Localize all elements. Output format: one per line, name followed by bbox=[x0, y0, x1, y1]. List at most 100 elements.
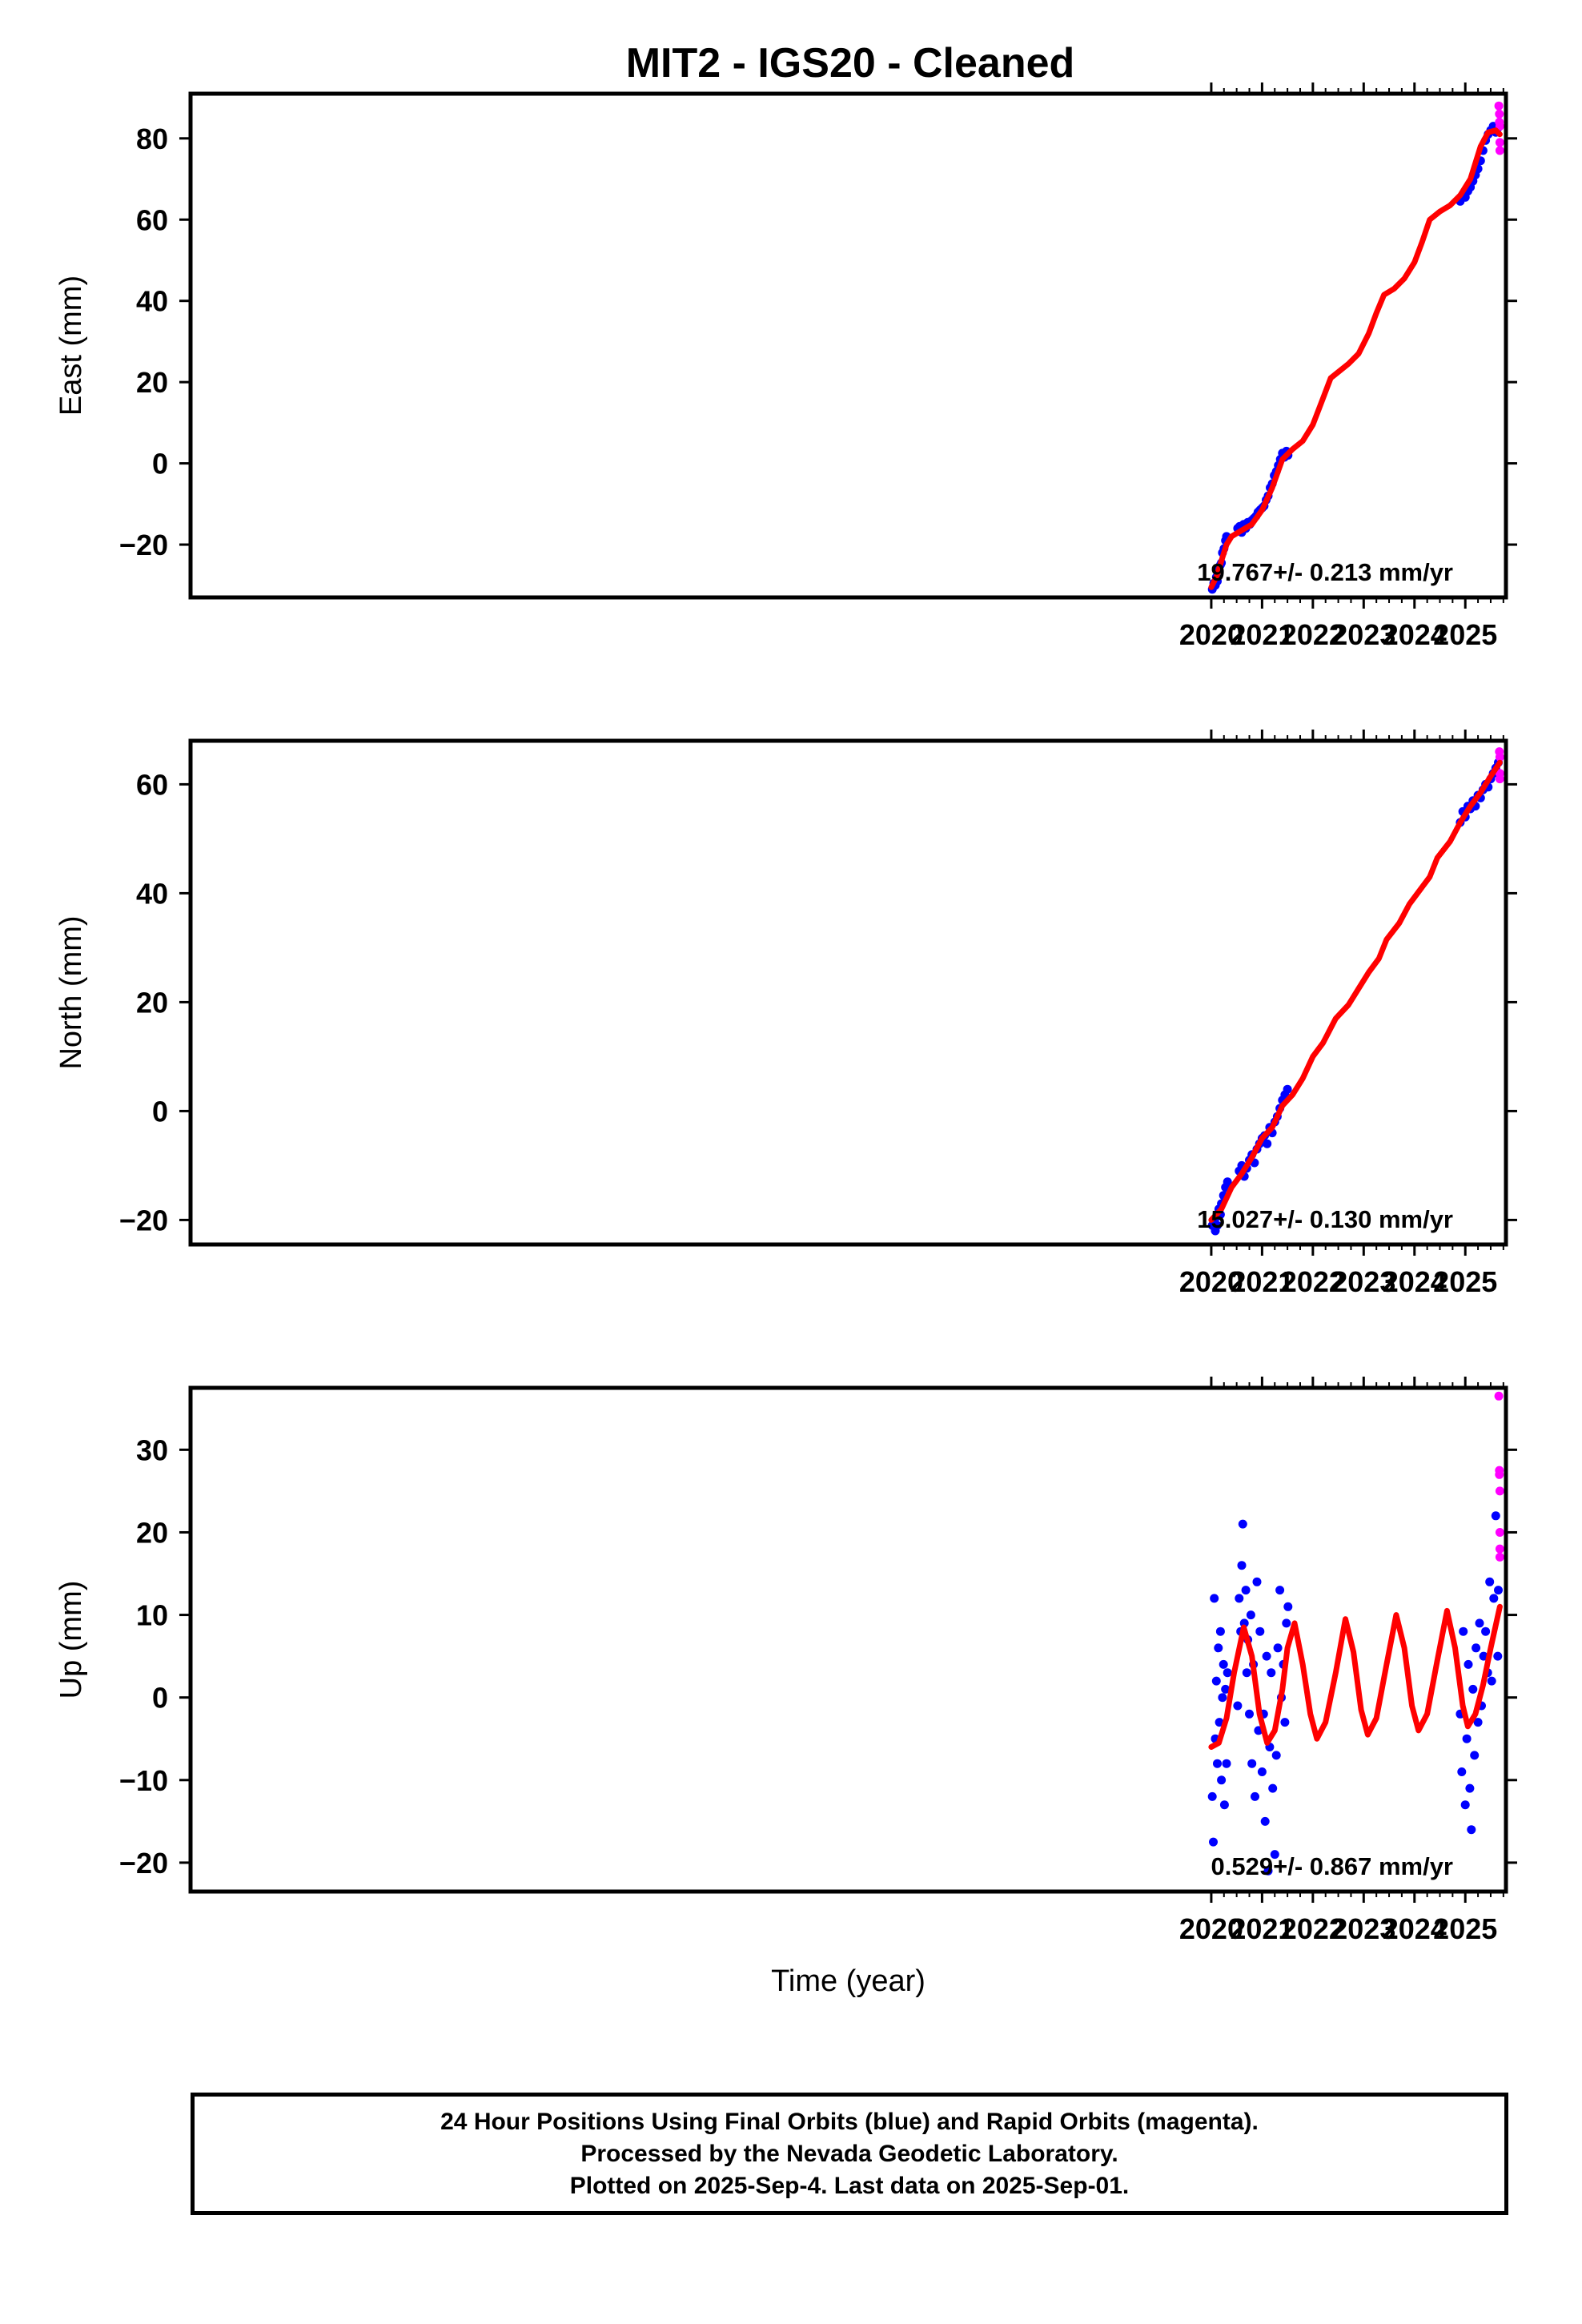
final-point bbox=[1211, 1676, 1221, 1686]
final-point bbox=[1245, 1709, 1254, 1719]
final-point bbox=[1470, 1751, 1480, 1760]
y-tick-label: −20 bbox=[119, 529, 168, 561]
final-point bbox=[1271, 1751, 1281, 1760]
final-point bbox=[1233, 1701, 1243, 1711]
rapid-point bbox=[1495, 752, 1504, 762]
final-point bbox=[1472, 1643, 1481, 1653]
final-point bbox=[1263, 1866, 1273, 1876]
final-point bbox=[1207, 1791, 1217, 1801]
x-tick-label: 2025 bbox=[1433, 618, 1497, 651]
y-tick-label: −20 bbox=[119, 1847, 168, 1880]
final-point bbox=[1467, 1825, 1476, 1835]
final-point bbox=[1283, 1084, 1292, 1094]
y-tick-label: 20 bbox=[136, 1516, 168, 1549]
rapid-point bbox=[1495, 1552, 1504, 1562]
x-tick-label: 2022 bbox=[1281, 1265, 1345, 1298]
final-point bbox=[1223, 1177, 1232, 1187]
final-point bbox=[1263, 1139, 1272, 1148]
y-axis-label: East (mm) bbox=[54, 275, 88, 416]
final-point bbox=[1241, 1586, 1251, 1595]
final-point bbox=[1235, 1594, 1244, 1603]
x-tick-label: 2020 bbox=[1179, 1265, 1243, 1298]
model-fit-line bbox=[1208, 1603, 1503, 1750]
final-point bbox=[1487, 1676, 1496, 1686]
x-tick-label: 2024 bbox=[1383, 1265, 1447, 1298]
x-tick-label: 2021 bbox=[1230, 618, 1294, 651]
x-tick-label: 2021 bbox=[1230, 1912, 1294, 1945]
rapid-point bbox=[1494, 1391, 1504, 1401]
final-point bbox=[1493, 1651, 1503, 1661]
final-point bbox=[1222, 1759, 1231, 1768]
x-tick-label: 2021 bbox=[1230, 1265, 1294, 1298]
x-tick-label: 2020 bbox=[1179, 618, 1243, 651]
y-tick-label: 0 bbox=[152, 1682, 168, 1715]
x-axis-label: Time (year) bbox=[771, 1964, 926, 1998]
final-point bbox=[1457, 1767, 1467, 1776]
final-point bbox=[1210, 1594, 1219, 1603]
x-tick-label: 2023 bbox=[1331, 618, 1395, 651]
rate-annotation: 0.529+/- 0.867 mm/yr bbox=[1211, 1852, 1453, 1880]
final-point bbox=[1280, 1718, 1290, 1727]
plot-frame bbox=[188, 91, 1508, 600]
rapid-point bbox=[1495, 774, 1504, 784]
final-point bbox=[1268, 1783, 1278, 1793]
rapid-point bbox=[1495, 146, 1504, 155]
y-tick-label: 0 bbox=[152, 448, 168, 480]
final-point bbox=[1219, 1659, 1228, 1669]
x-tick-label: 2023 bbox=[1331, 1265, 1395, 1298]
final-point bbox=[1273, 1643, 1283, 1653]
final-point bbox=[1283, 1602, 1293, 1611]
x-tick-label: 2024 bbox=[1383, 1912, 1447, 1945]
y-tick-label: 60 bbox=[136, 768, 168, 801]
y-axis-label: North (mm) bbox=[54, 915, 88, 1069]
final-point bbox=[1481, 1626, 1491, 1636]
plot-frame bbox=[188, 1385, 1508, 1894]
final-point bbox=[1485, 1577, 1495, 1586]
y-tick-label: −10 bbox=[119, 1764, 168, 1797]
final-point bbox=[1267, 1668, 1276, 1678]
x-tick-label: 2023 bbox=[1331, 1912, 1395, 1945]
final-point bbox=[1460, 1800, 1470, 1810]
rapid-point bbox=[1495, 1486, 1504, 1496]
x-tick-label: 2022 bbox=[1281, 618, 1345, 651]
final-point bbox=[1260, 1816, 1270, 1826]
rapid-point bbox=[1495, 138, 1504, 147]
final-point bbox=[1459, 1626, 1468, 1636]
final-point bbox=[1462, 1734, 1472, 1743]
x-tick-label: 2020 bbox=[1179, 1912, 1243, 1945]
final-point bbox=[1464, 1659, 1473, 1669]
rate-annotation: 15.027+/- 0.130 mm/yr bbox=[1197, 1205, 1453, 1233]
final-point bbox=[1213, 1220, 1222, 1230]
final-point bbox=[1255, 1626, 1265, 1636]
final-point bbox=[1217, 1775, 1227, 1785]
final-point bbox=[1214, 1643, 1223, 1653]
rapid-point bbox=[1495, 1470, 1504, 1479]
model-fit-line bbox=[1208, 127, 1503, 590]
y-tick-label: 30 bbox=[136, 1433, 168, 1466]
rapid-point bbox=[1494, 101, 1504, 111]
y-tick-label: 60 bbox=[136, 203, 168, 236]
x-tick-label: 2025 bbox=[1433, 1912, 1497, 1945]
y-tick-label: 40 bbox=[136, 285, 168, 318]
y-tick-label: 20 bbox=[136, 366, 168, 399]
final-point bbox=[1282, 1618, 1291, 1628]
final-point bbox=[1468, 1684, 1478, 1694]
final-point bbox=[1242, 1668, 1251, 1678]
y-tick-label: 10 bbox=[136, 1599, 168, 1632]
final-point bbox=[1489, 1594, 1499, 1603]
plot-frame bbox=[188, 738, 1508, 1247]
final-point bbox=[1218, 1693, 1227, 1703]
footer-note: 24 Hour Positions Using Final Orbits (bl… bbox=[191, 2093, 1508, 2215]
final-point bbox=[1275, 1586, 1285, 1595]
rapid-point bbox=[1495, 109, 1504, 119]
final-point bbox=[1237, 1561, 1247, 1570]
y-tick-label: 40 bbox=[136, 877, 168, 910]
footer-line-2: Processed by the Nevada Geodetic Laborat… bbox=[580, 2140, 1118, 2167]
x-tick-label: 2024 bbox=[1383, 618, 1447, 651]
final-point bbox=[1270, 1850, 1279, 1860]
x-tick-label: 2025 bbox=[1433, 1265, 1497, 1298]
y-tick-label: 0 bbox=[152, 1095, 168, 1128]
